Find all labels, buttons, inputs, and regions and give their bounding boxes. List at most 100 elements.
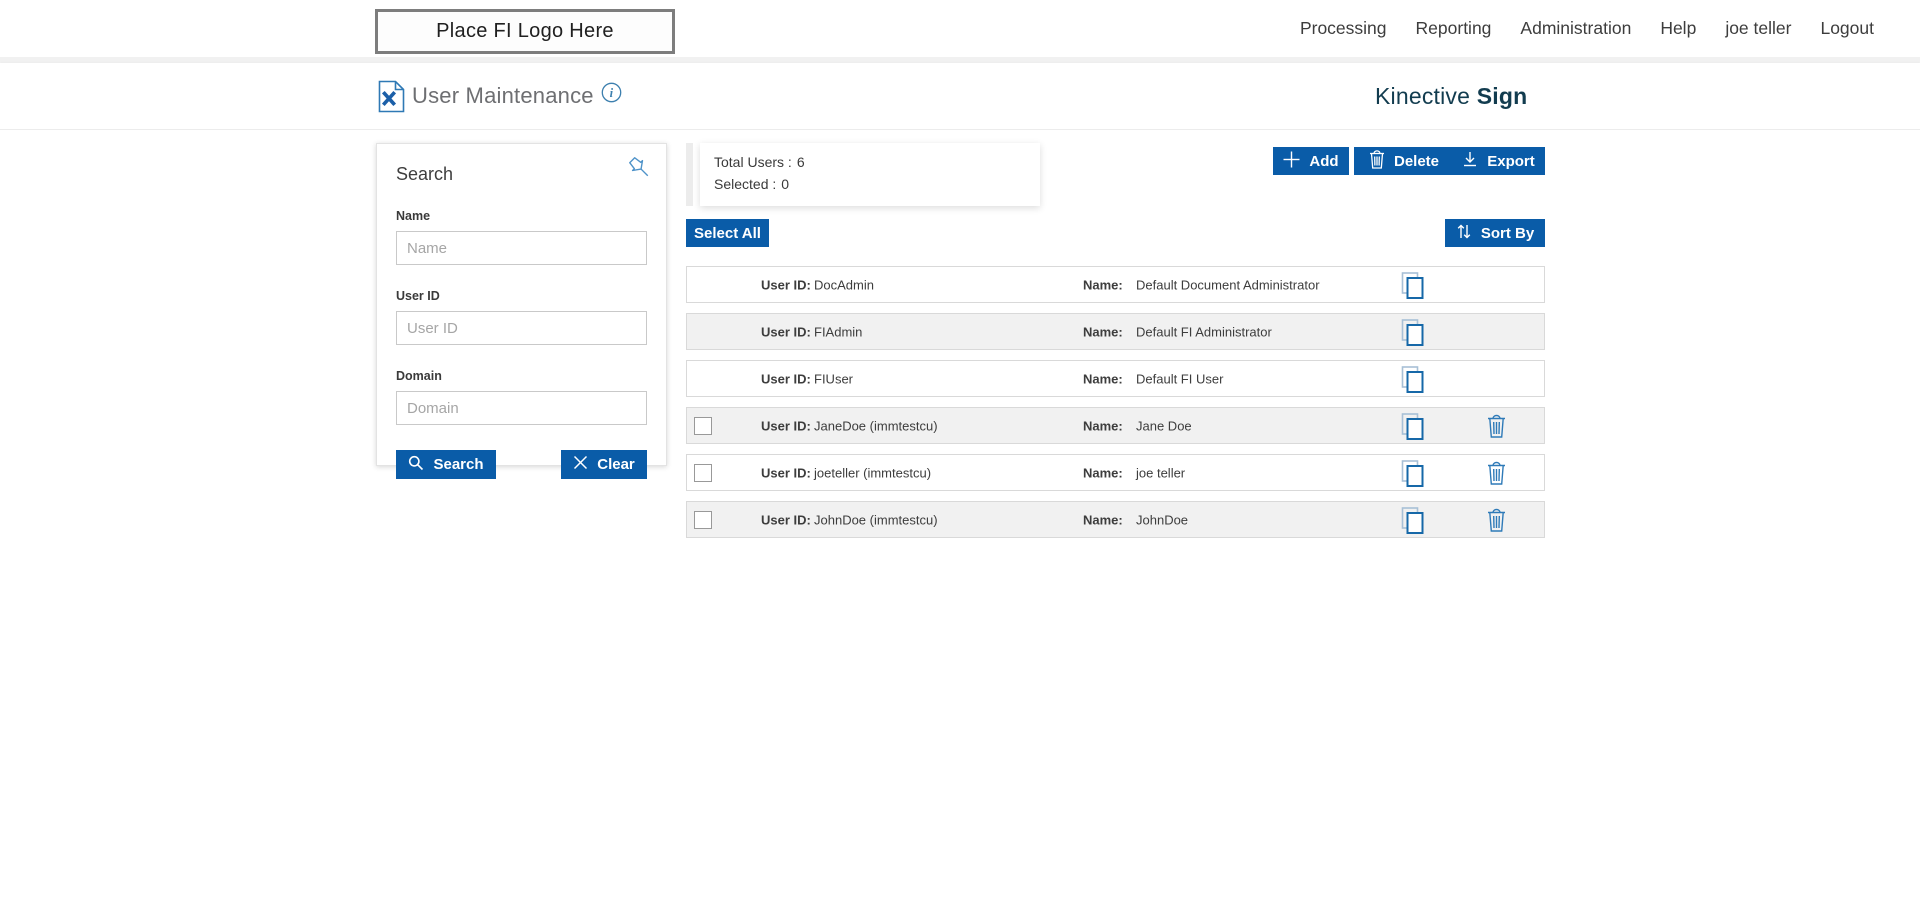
export-button-label: Export <box>1487 152 1535 170</box>
clear-button-label: Clear <box>597 456 635 473</box>
nav-item-logout[interactable]: Logout <box>1820 18 1874 38</box>
name-label: Name: <box>1083 324 1123 339</box>
export-button[interactable]: Export <box>1452 147 1545 175</box>
page-title: User Maintenance <box>412 83 594 108</box>
name-label: Name: <box>1083 277 1123 292</box>
select-all-button-label: Select All <box>694 224 761 242</box>
name-value: Default FI Administrator <box>1136 324 1272 339</box>
copy-user-button[interactable] <box>1399 318 1425 350</box>
pin-icon[interactable] <box>626 154 654 187</box>
user-id-value: joeteller (immtestcu) <box>814 465 932 480</box>
search-button[interactable]: Search <box>396 450 496 479</box>
name-field-label: Name <box>396 209 431 223</box>
user-id-value: FIAdmin <box>814 324 863 339</box>
header-divider <box>0 57 1920 63</box>
search-field-user-id: User ID <box>396 289 647 345</box>
copy-icon <box>1399 507 1425 538</box>
page-header: User Maintenance i Kinective Sign <box>0 63 1920 130</box>
copy-icon <box>1399 460 1425 491</box>
delete-user-button[interactable] <box>1486 413 1507 442</box>
summary-card: Total Users :6 Selected :0 <box>700 143 1040 206</box>
add-button[interactable]: Add <box>1273 147 1349 175</box>
domain-input[interactable] <box>396 391 647 425</box>
copy-icon <box>1399 366 1425 397</box>
search-panel-title: Search <box>396 164 454 184</box>
user-id-field-label: User ID <box>396 289 440 303</box>
user-id-value: DocAdmin <box>814 277 874 292</box>
svg-text:i: i <box>610 86 614 100</box>
user-id-label: User ID: <box>761 324 811 339</box>
name-value: Default FI User <box>1136 371 1224 386</box>
info-icon[interactable]: i <box>601 82 622 108</box>
user-id-value: JohnDoe (immtestcu) <box>814 512 938 527</box>
nav-item-processing[interactable]: Processing <box>1299 18 1387 38</box>
search-panel: Search Name User ID Domain <box>376 143 667 479</box>
delete-button-label: Delete <box>1393 152 1440 170</box>
copy-icon <box>1399 413 1425 444</box>
name-label: Name: <box>1083 418 1123 433</box>
user-id-value: JaneDoe (immtestcu) <box>814 418 938 433</box>
row-trash-icon <box>1486 461 1507 489</box>
user-id-label: User ID: <box>761 512 811 527</box>
fi-logo-placeholder: Place FI Logo Here <box>375 9 675 54</box>
nav-item-joe-teller[interactable]: joe teller <box>1725 18 1792 38</box>
search-icon <box>408 455 424 475</box>
main-content: Search Name User ID Domain <box>0 130 1920 901</box>
user-id-label: User ID: <box>761 371 811 386</box>
total-users-value: 6 <box>796 154 805 170</box>
delete-user-button[interactable] <box>1486 460 1507 489</box>
nav-item-help[interactable]: Help <box>1660 18 1697 38</box>
copy-user-button[interactable] <box>1399 412 1425 444</box>
search-panel-buttons: Search Clear <box>396 450 647 479</box>
name-value: Jane Doe <box>1136 418 1192 433</box>
name-label: Name: <box>1083 465 1123 480</box>
download-icon <box>1462 151 1478 172</box>
copy-user-button[interactable] <box>1399 271 1425 303</box>
copy-user-button[interactable] <box>1399 365 1425 397</box>
copy-user-button[interactable] <box>1399 459 1425 491</box>
copy-icon <box>1399 272 1425 303</box>
summary-accent-bar <box>686 143 693 206</box>
sort-by-button[interactable]: Sort By <box>1445 219 1545 247</box>
user-id-input[interactable] <box>396 311 647 345</box>
user-id-label: User ID: <box>761 418 811 433</box>
name-label: Name: <box>1083 371 1123 386</box>
delete-button[interactable]: Delete <box>1354 147 1454 175</box>
row-trash-icon <box>1486 508 1507 536</box>
sort-by-button-label: Sort By <box>1480 224 1535 242</box>
brand-bold: Sign <box>1476 83 1528 109</box>
selected-line: Selected :0 <box>714 176 1040 192</box>
clear-x-icon <box>573 455 588 474</box>
user-row: User ID: JohnDoe (immtestcu) Name: JohnD… <box>686 501 1545 538</box>
user-row: User ID: JaneDoe (immtestcu) Name: Jane … <box>686 407 1545 444</box>
delete-user-button[interactable] <box>1486 507 1507 536</box>
plus-icon <box>1283 151 1300 172</box>
fi-logo-text: Place FI Logo Here <box>436 20 614 42</box>
top-nav: Processing Reporting Administration Help joe… <box>1300 0 1874 57</box>
user-maintenance-doc-icon <box>378 80 405 118</box>
select-all-button[interactable]: Select All <box>686 219 769 247</box>
name-value: Default Document Administrator <box>1136 277 1320 292</box>
user-id-label: User ID: <box>761 465 811 480</box>
user-row: User ID: joeteller (immtestcu) Name: joe… <box>686 454 1545 491</box>
copy-user-button[interactable] <box>1399 506 1425 538</box>
row-trash-icon <box>1486 414 1507 442</box>
user-row: User ID: FIAdmin Name: Default FI Admini… <box>686 313 1545 350</box>
name-value: joe teller <box>1136 465 1186 480</box>
row-checkbox[interactable] <box>694 464 712 482</box>
row-checkbox[interactable] <box>694 511 712 529</box>
clear-button[interactable]: Clear <box>561 450 647 479</box>
selected-label: Selected : <box>714 176 777 192</box>
row-checkbox[interactable] <box>694 417 712 435</box>
name-input[interactable] <box>396 231 647 265</box>
nav-item-reporting[interactable]: Reporting <box>1415 18 1492 38</box>
domain-field-label: Domain <box>396 369 442 383</box>
name-label: Name: <box>1083 512 1123 527</box>
search-field-name: Name <box>396 209 647 265</box>
brand-logo: Kinective Sign <box>1375 83 1527 110</box>
total-users-line: Total Users :6 <box>714 154 1040 170</box>
total-users-label: Total Users : <box>714 154 792 170</box>
nav-item-administration[interactable]: Administration <box>1520 18 1632 38</box>
user-row: User ID: FIUser Name: Default FI User <box>686 360 1545 397</box>
name-value: JohnDoe <box>1136 512 1189 527</box>
